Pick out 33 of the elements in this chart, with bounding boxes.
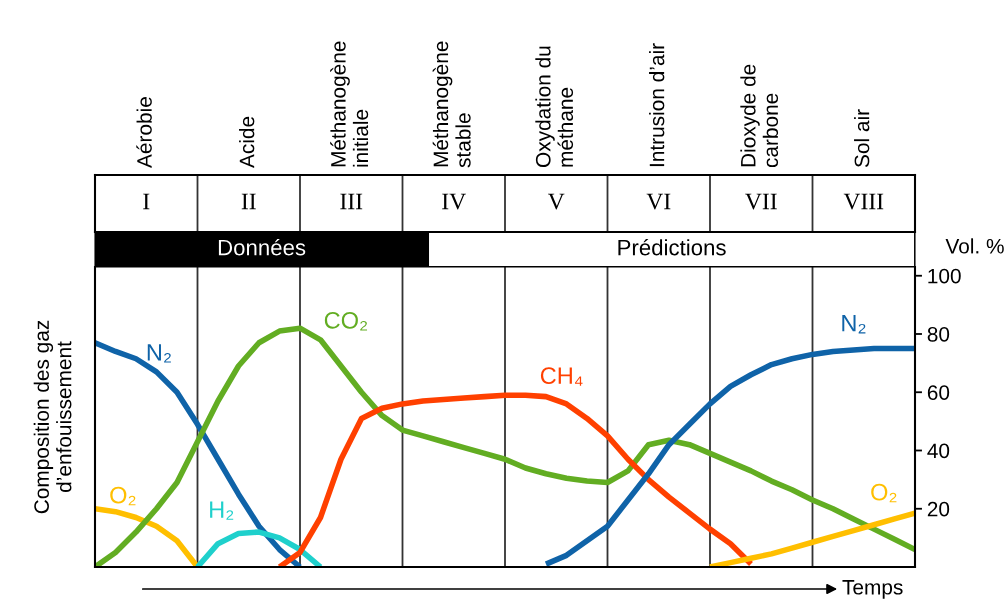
text: Prédictions <box>618 238 726 256</box>
text: IV <box>442 193 466 210</box>
text: Sol air <box>854 109 870 168</box>
x-axis-title: Temps <box>842 580 903 599</box>
series-label: CO₂ <box>324 311 368 331</box>
text: Données <box>218 238 306 256</box>
y-tick-label: 60 <box>927 385 950 400</box>
y-tick-label: 80 <box>927 326 950 342</box>
text: I <box>143 193 150 210</box>
text: Acide <box>239 116 255 168</box>
text: Méthanogène stable <box>432 41 471 168</box>
text: VI <box>646 193 671 210</box>
series-label: H₂ <box>210 501 234 520</box>
text: Vol. % <box>945 238 1004 254</box>
y-tick-label: 100 <box>928 268 961 284</box>
text: III <box>340 193 363 210</box>
text: Aérobie <box>136 97 152 168</box>
text: V <box>547 193 565 210</box>
series-label: O₂ <box>110 486 136 506</box>
series-label: N₂ <box>842 315 866 334</box>
y-tick-label: 40 <box>927 443 950 459</box>
text: II <box>241 193 256 210</box>
series-label: O₂ <box>871 483 897 503</box>
text: Dioxyde de carbone <box>740 64 779 168</box>
text: Méthanogène initiale <box>330 41 369 167</box>
series-label: N₂ <box>147 344 171 363</box>
y-tick-label: 20 <box>927 501 950 517</box>
text: Intrusion d’air <box>649 43 665 167</box>
series-label: CH₄ <box>540 367 583 386</box>
text: VII <box>745 193 777 210</box>
text: VIII <box>843 193 884 210</box>
y-axis-title: Composition des gaz d’enfouissement <box>33 320 72 514</box>
text: Oxydation du méthane <box>535 46 574 168</box>
